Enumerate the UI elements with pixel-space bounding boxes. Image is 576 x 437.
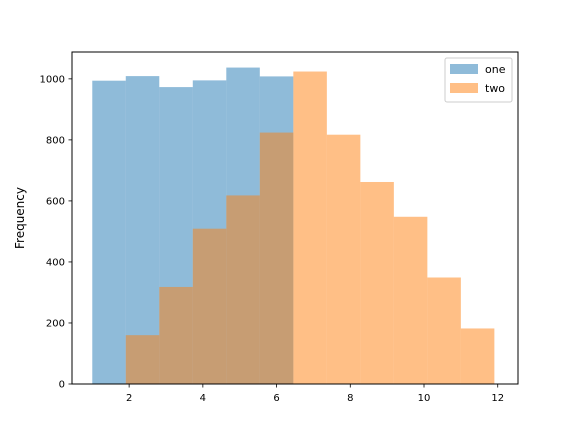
y-axis-label: Frequency xyxy=(13,187,27,249)
bar-two-3 xyxy=(192,228,227,384)
bar-two-6 xyxy=(293,71,327,384)
x-tick-label-4: 4 xyxy=(200,393,206,404)
legend-label-one: one xyxy=(485,63,506,76)
axes-frame xyxy=(71,51,519,385)
y-tick-label-800: 800 xyxy=(46,135,65,146)
y-tick-label-600: 600 xyxy=(46,196,65,207)
x-tick-label-8: 8 xyxy=(347,393,353,404)
x-tick-label-2: 2 xyxy=(126,393,132,404)
y-tick-label-200: 200 xyxy=(46,318,65,329)
legend-label-two: two xyxy=(485,82,505,95)
x-tick-label-10: 10 xyxy=(418,393,431,404)
bar-two-11 xyxy=(460,328,495,384)
x-tick-label-12: 12 xyxy=(491,393,504,404)
y-tick-label-0: 0 xyxy=(59,380,65,391)
x-tick-label-6: 6 xyxy=(273,393,279,404)
bar-two-9 xyxy=(393,216,428,384)
ticks-layer: 2 4 6 8 10 12 0 200 400 600 800 1000 xyxy=(40,74,505,404)
bars-layer xyxy=(92,67,495,385)
bar-two-10 xyxy=(427,277,461,384)
bar-two-5 xyxy=(259,132,294,384)
bar-two-1 xyxy=(125,335,160,384)
legend-swatch-two xyxy=(450,83,478,93)
bar-two-7 xyxy=(326,134,361,384)
bar-one-2 xyxy=(125,76,160,384)
y-tick-label-1000: 1000 xyxy=(40,74,65,85)
y-tick-label-400: 400 xyxy=(46,257,65,268)
bar-one-1 xyxy=(92,80,126,384)
bar-two-8 xyxy=(360,181,394,384)
bar-two-2 xyxy=(159,286,193,384)
legend-swatch-one xyxy=(450,64,478,74)
bar-two-4 xyxy=(226,195,260,384)
legend: one two xyxy=(444,57,513,103)
